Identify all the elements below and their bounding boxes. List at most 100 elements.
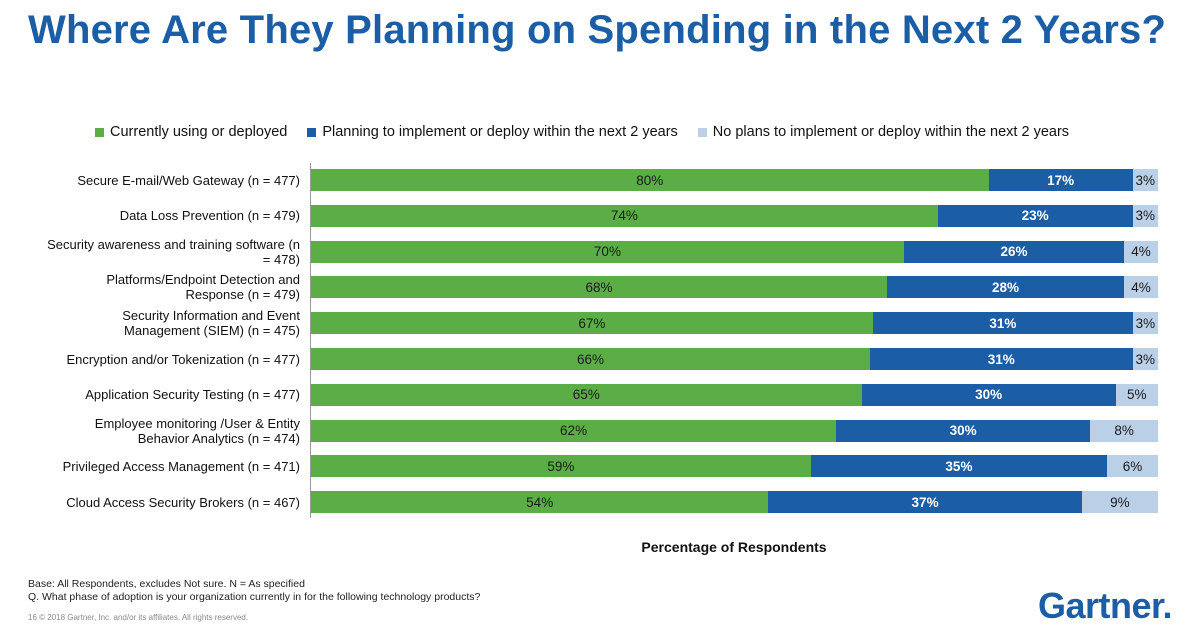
- data-label: 26%: [1000, 244, 1028, 260]
- no-plans-bar: 5%: [1115, 383, 1158, 406]
- data-label: 3%: [1135, 351, 1156, 367]
- category-label-line: Encryption and/or Tokenization (n = 477): [66, 351, 300, 367]
- no-plans-bar: 8%: [1090, 419, 1158, 442]
- category-label: Privileged Access Management (n = 471): [18, 459, 300, 474]
- data-label: 66%: [576, 351, 605, 367]
- legend-item-1: Planning to implement or deploy within t…: [307, 124, 678, 140]
- data-label: 35%: [945, 458, 973, 474]
- data-label: 31%: [989, 315, 1017, 331]
- copyright-text: 16 © 2018 Gartner, Inc. and/or its affil…: [28, 613, 249, 622]
- footnotes: Base: All Respondents, excludes Not sure…: [28, 578, 480, 604]
- page-title: Where Are They Planning on Spending in t…: [28, 8, 1167, 52]
- no-plans-bar: 3%: [1132, 312, 1158, 335]
- current-using-bar: 70%: [311, 240, 904, 263]
- category-label: Application Security Testing (n = 477): [18, 387, 300, 402]
- planning-bar: 23%: [937, 204, 1133, 227]
- data-label: 54%: [526, 494, 554, 510]
- bar-row: 54% 37% 9%: [311, 491, 1158, 514]
- planning-bar: 35%: [810, 455, 1108, 478]
- category-label-line: Platforms/Endpoint Detection and: [106, 272, 300, 288]
- category-label: Employee monitoring /User & Entity Behavi…: [18, 416, 300, 446]
- current-using-bar: 59%: [311, 455, 811, 478]
- category-label-line: Response (n = 479): [185, 287, 300, 303]
- category-label: Data Loss Prevention (n = 479): [18, 208, 300, 223]
- legend-swatch: [95, 127, 104, 137]
- data-label: 4%: [1131, 279, 1151, 295]
- survey-question: Q. What phase of adoption is your organi…: [28, 591, 481, 603]
- category-label-line: Privileged Access Management (n = 471): [62, 458, 300, 474]
- category-label-line: Management (SIEM) (n = 475): [124, 323, 300, 339]
- category-label: Platforms/Endpoint Detection and Response…: [18, 272, 300, 302]
- current-using-bar: 66%: [311, 348, 871, 370]
- bar-row: 59% 35% 6%: [311, 455, 1158, 478]
- planning-bar: 30%: [861, 383, 1116, 406]
- data-label: 80%: [636, 172, 664, 188]
- data-label: 28%: [992, 279, 1020, 295]
- current-using-bar: 62%: [311, 419, 837, 442]
- bar-row: 66% 31% 3%: [311, 348, 1158, 370]
- x-axis-label: Percentage of Respondents: [641, 539, 827, 555]
- legend-label: Planning to implement or deploy within t…: [322, 124, 678, 140]
- current-using-bar: 65%: [311, 383, 862, 406]
- legend-item-2: No plans to implement or deploy within t…: [697, 124, 1070, 140]
- data-label: 23%: [1021, 208, 1049, 224]
- current-using-bar: 68%: [311, 276, 887, 299]
- no-plans-bar: 4%: [1124, 240, 1158, 263]
- current-using-bar: 67%: [311, 312, 873, 335]
- category-label-line: Security awareness and training software…: [47, 236, 300, 252]
- bar-row: 74% 23% 3%: [311, 204, 1158, 227]
- planning-bar: 17%: [988, 169, 1133, 191]
- data-label: 3%: [1135, 208, 1156, 224]
- category-label-line: Data Loss Prevention (n = 479): [119, 208, 300, 224]
- category-label-line: Behavior Analytics (n = 474): [137, 430, 300, 446]
- category-label-line: Secure E-mail/Web Gateway (n = 477): [77, 172, 300, 188]
- planning-bar: 26%: [903, 240, 1125, 263]
- legend-item-0: Currently using or deployed: [95, 124, 287, 140]
- no-plans-bar: 3%: [1132, 348, 1158, 370]
- chart-legend: Currently using or deployed Planning to i…: [95, 122, 1089, 142]
- planning-bar: 37%: [768, 491, 1082, 514]
- no-plans-bar: 6%: [1107, 455, 1158, 478]
- data-label: 68%: [585, 279, 613, 295]
- current-using-bar: 80%: [311, 169, 989, 191]
- data-label: 30%: [975, 387, 1003, 403]
- bar-row: 67% 31% 3%: [311, 312, 1158, 335]
- data-label: 8%: [1114, 423, 1134, 439]
- bar-row: 80% 17% 3%: [311, 169, 1158, 191]
- gartner-logo: Gartner.: [1037, 585, 1173, 626]
- category-label: Cloud Access Security Brokers (n = 467): [18, 495, 300, 510]
- data-label: 65%: [572, 387, 600, 403]
- no-plans-bar: 9%: [1081, 491, 1158, 514]
- category-label-line: Security Information and Event: [122, 308, 300, 324]
- category-label: Secure E-mail/Web Gateway (n = 477): [18, 173, 300, 188]
- data-label: 9%: [1110, 494, 1130, 510]
- base-note: Base: All Respondents, excludes Not sure…: [28, 578, 305, 590]
- y-axis-line: [310, 163, 311, 518]
- data-label: 67%: [578, 315, 606, 331]
- legend-label: No plans to implement or deploy within t…: [712, 124, 1070, 140]
- category-label-line: Employee monitoring /User & Entity: [94, 415, 300, 431]
- legend-swatch: [307, 127, 317, 137]
- category-label: Security awareness and training software…: [18, 237, 300, 267]
- planning-bar: 31%: [870, 348, 1133, 370]
- data-label: 3%: [1135, 315, 1156, 331]
- no-plans-bar: 3%: [1132, 204, 1158, 227]
- current-using-bar: 54%: [311, 491, 769, 514]
- bar-row: 65% 30% 5%: [311, 383, 1158, 406]
- bar-row: 70% 26% 4%: [311, 240, 1158, 263]
- data-label: 4%: [1131, 244, 1151, 260]
- data-label: 30%: [949, 423, 977, 439]
- planning-bar: 30%: [836, 419, 1091, 442]
- current-using-bar: 74%: [311, 204, 938, 227]
- data-label: 31%: [987, 351, 1015, 367]
- category-label-line: = 478): [262, 251, 300, 267]
- planning-bar: 31%: [872, 312, 1133, 335]
- category-label-line: Cloud Access Security Brokers (n = 467): [66, 494, 300, 510]
- data-label: 59%: [547, 458, 575, 474]
- data-label: 62%: [560, 423, 588, 439]
- bar-row: 68% 28% 4%: [311, 276, 1158, 299]
- data-label: 70%: [593, 244, 621, 260]
- category-label-line: Application Security Testing (n = 477): [85, 387, 300, 403]
- category-label: Encryption and/or Tokenization (n = 477): [18, 352, 300, 367]
- data-label: 3%: [1135, 172, 1156, 188]
